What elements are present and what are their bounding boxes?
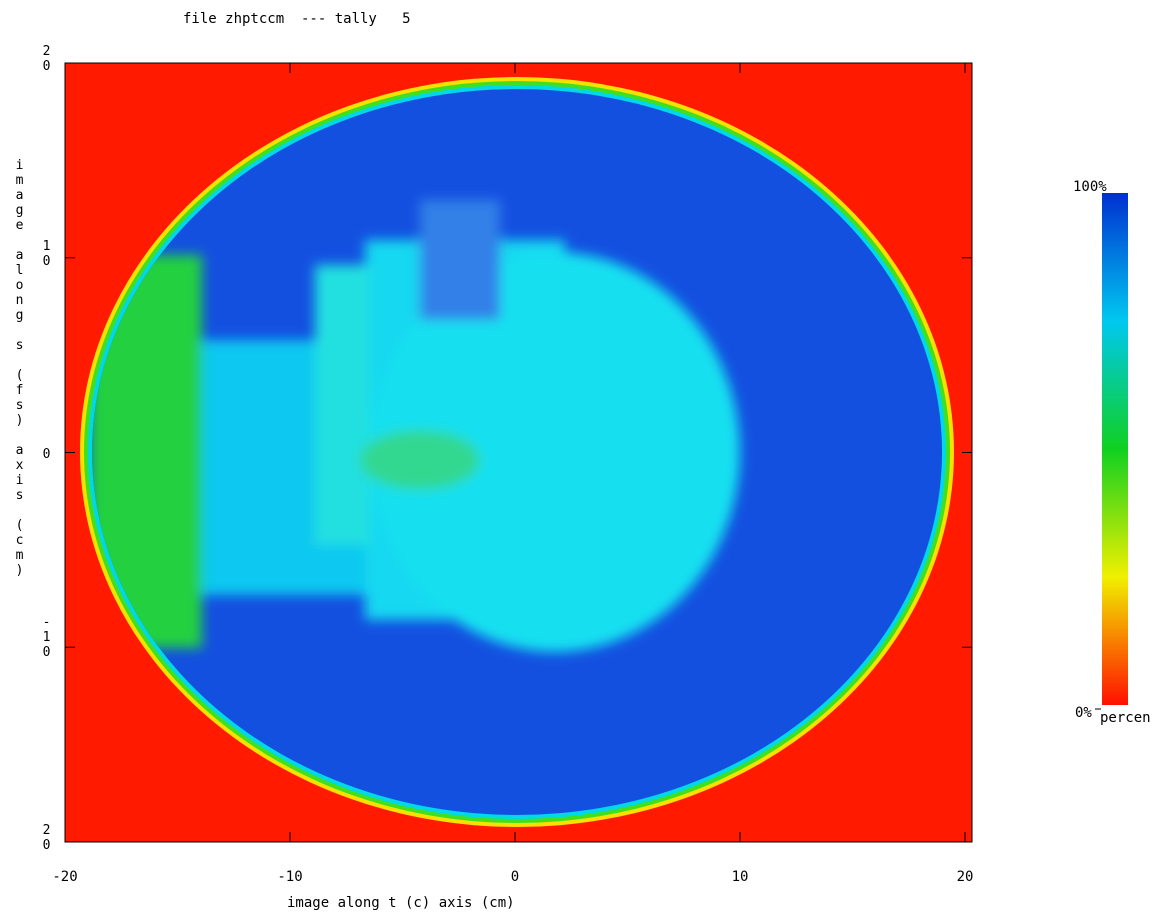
y-tick-label: 10	[40, 239, 53, 269]
chart: 100% 0% percen file zhptccm --- tally 5 …	[0, 0, 1154, 913]
y-tick-label: 20	[40, 823, 53, 853]
y-axis-label: image along s (fs) axis (cm)	[13, 158, 26, 578]
heatmap-image	[65, 63, 972, 842]
chart-title: file zhptccm --- tally 5	[183, 11, 411, 27]
colorbar-unit-label: percen	[1100, 710, 1151, 726]
y-tick-label: 0	[40, 447, 53, 462]
y-tick-label: -10	[40, 615, 53, 660]
page: 100% 0% percen file zhptccm --- tally 5 …	[0, 0, 1154, 913]
x-tick-label: -10	[277, 869, 302, 885]
x-tick-label: 0	[511, 869, 519, 885]
y-tick-label: 20	[40, 44, 53, 74]
colorbar-max-label: 100%	[1073, 179, 1107, 195]
x-tick-label: 10	[732, 869, 749, 885]
x-tick-label: -20	[52, 869, 77, 885]
x-tick-label: 20	[957, 869, 974, 885]
x-axis-label: image along t (c) axis (cm)	[287, 895, 515, 911]
colorbar-min-label: 0%	[1075, 705, 1092, 721]
colorbar	[1102, 193, 1128, 705]
